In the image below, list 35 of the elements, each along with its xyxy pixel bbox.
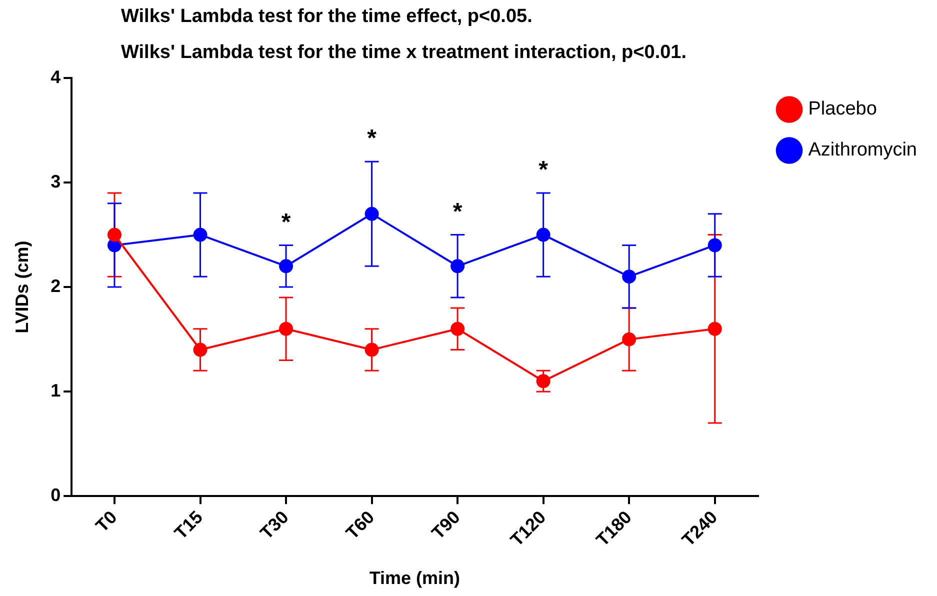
point: [536, 374, 550, 388]
annotation: *: [281, 208, 292, 236]
point: [622, 270, 636, 284]
point: [364, 206, 379, 221]
x-tick-label: T60: [342, 506, 378, 544]
y-tick-label: 3: [50, 172, 61, 192]
point: [708, 322, 722, 336]
point: [450, 322, 465, 336]
annotation: *: [367, 125, 378, 152]
x-tick-label: T30: [256, 506, 292, 544]
y-axis-title: LVIDs (cm): [12, 240, 32, 334]
point: [193, 228, 208, 242]
legend-label: Placebo: [808, 98, 877, 120]
point: [708, 238, 722, 252]
y-tick-label: 2: [50, 276, 61, 296]
point: [536, 228, 550, 242]
point: [107, 228, 122, 242]
y-tick-label: 0: [50, 485, 61, 506]
y-tick-label: 4: [50, 66, 61, 87]
chart-title: Wilks' Lambda test for the time effect, p<0.05.: [121, 6, 532, 28]
legend-label: Azithromycin: [808, 140, 917, 161]
point: [622, 332, 636, 346]
annotation: *: [452, 198, 463, 226]
point: [364, 342, 379, 357]
chart-subtitle: Wilks' Lambda test for the time x treatment interaction, p<0.01.: [121, 42, 687, 64]
x-tick-label: T15: [170, 506, 207, 544]
point: [279, 322, 294, 336]
point: [193, 342, 208, 357]
point: [279, 259, 294, 274]
annotation: *: [538, 156, 549, 184]
x-tick-label: T90: [428, 506, 464, 544]
x-axis-title: Time (min): [369, 568, 460, 588]
x-tick-label: T0: [92, 506, 121, 536]
point: [450, 259, 465, 274]
y-tick-label: 1: [50, 380, 61, 401]
